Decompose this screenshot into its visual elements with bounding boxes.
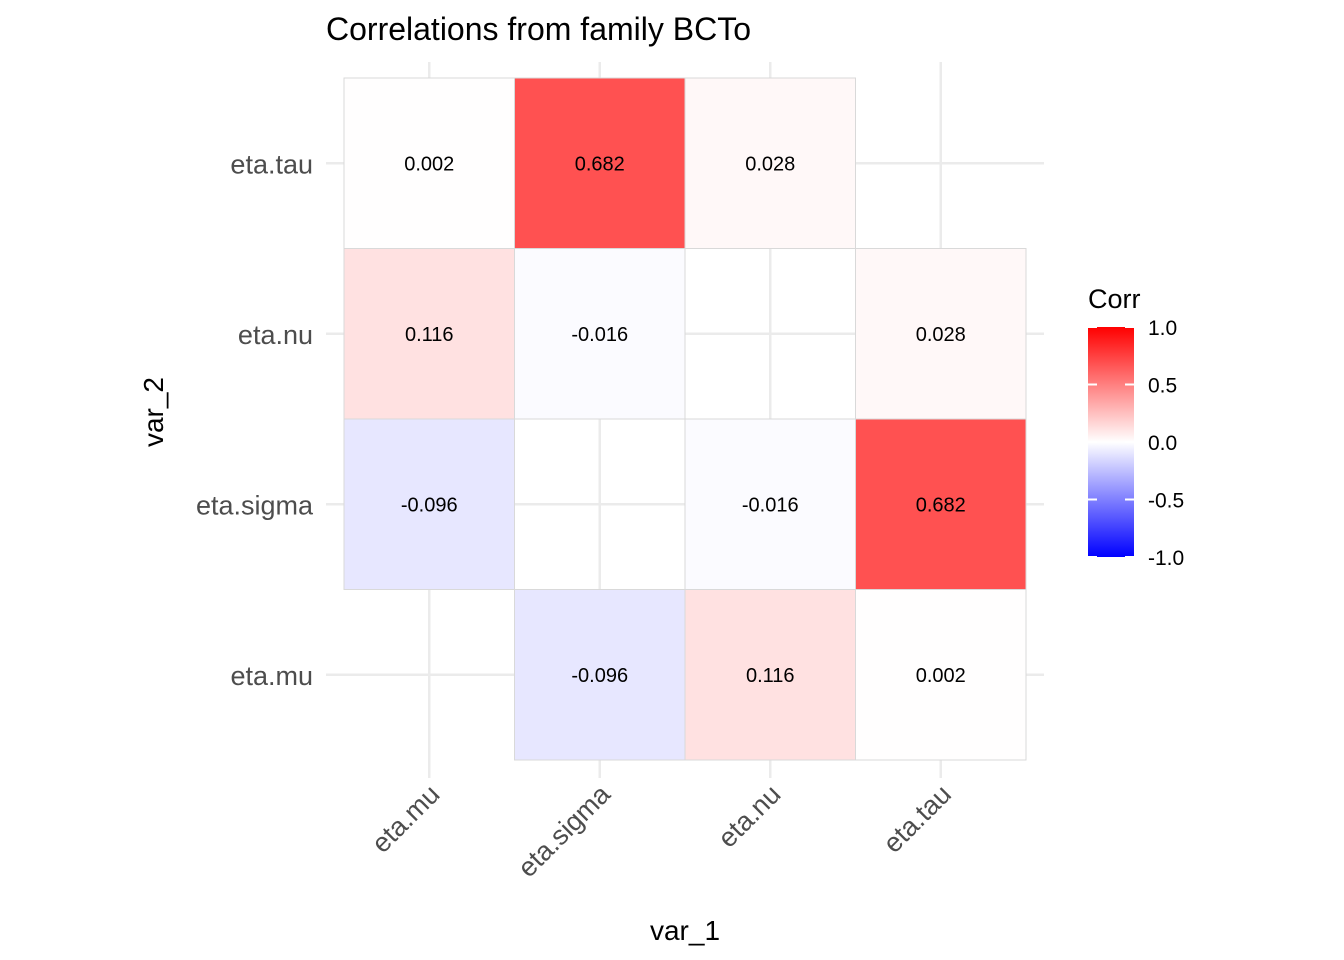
- heatmap-cells: [343, 77, 1027, 761]
- legend-title: Corr: [1088, 284, 1141, 314]
- heatmap-cell: [514, 248, 686, 420]
- heatmap-cell: [514, 77, 686, 249]
- x-axis-title: var_1: [650, 915, 720, 946]
- cell-value-label: 0.002: [916, 665, 966, 687]
- legend-tick-label: 0.0: [1148, 432, 1177, 455]
- heatmap-cell: [855, 589, 1027, 761]
- y-tick-label: eta.sigma: [196, 490, 314, 520]
- y-axis-title: var_2: [138, 377, 169, 447]
- heatmap-cell-labels: -0.096 0.116 0.002 -0.096 -0.016 0.682 0.116 -0…: [401, 153, 966, 687]
- heatmap-cell: [684, 77, 856, 249]
- legend-tick-label: 0.5: [1148, 375, 1177, 398]
- cell-value-label: -0.016: [742, 494, 799, 516]
- cell-value-label: -0.016: [571, 324, 628, 346]
- y-tick-label: eta.mu: [230, 661, 313, 691]
- legend-tick-label: -0.5: [1148, 490, 1184, 513]
- x-axis-tick-labels: eta.mu eta.sigma eta.nu eta.tau: [366, 778, 957, 883]
- cell-value-label: -0.096: [571, 665, 628, 687]
- y-tick-label: eta.tau: [230, 149, 313, 179]
- cell-value-label: 0.682: [916, 494, 966, 516]
- x-tick-label: eta.sigma: [512, 778, 617, 883]
- heatmap-cell: [855, 418, 1027, 590]
- legend-tick-label: 1.0: [1148, 317, 1177, 340]
- x-tick-label: eta.tau: [877, 779, 957, 859]
- cell-value-label: 0.028: [745, 153, 795, 175]
- legend-ticks: 1.0 0.5 0.0 -0.5 -1.0: [1088, 317, 1184, 570]
- heatmap-cell: [514, 589, 686, 761]
- cell-value-label: 0.028: [916, 324, 966, 346]
- x-tick-label: eta.mu: [366, 779, 446, 859]
- cell-value-label: -0.096: [401, 494, 458, 516]
- cell-value-label: 0.116: [405, 324, 454, 346]
- y-axis-tick-labels: eta.mu eta.sigma eta.nu eta.tau: [196, 149, 314, 691]
- cell-value-label: 0.002: [404, 153, 454, 175]
- heatmap-cell: [684, 589, 856, 761]
- cell-value-label: 0.682: [575, 153, 625, 175]
- cell-value-label: 0.116: [746, 665, 795, 687]
- heatmap-cell: [343, 418, 515, 590]
- legend-tick-label: -1.0: [1148, 547, 1184, 570]
- chart-title: Correlations from family BCTo: [326, 11, 751, 47]
- x-tick-label: eta.nu: [712, 779, 786, 853]
- y-tick-label: eta.nu: [238, 320, 313, 350]
- heatmap-cell: [855, 248, 1027, 420]
- color-legend: Corr 1.0 0.5 0.0 -0.5 -1.0: [1088, 284, 1184, 570]
